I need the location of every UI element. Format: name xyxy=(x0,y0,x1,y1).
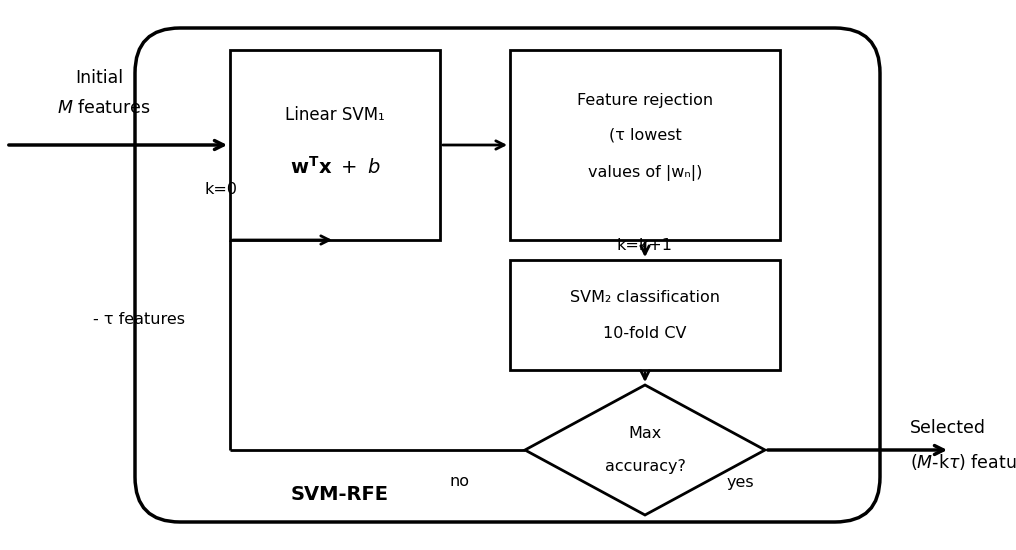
Text: k=k+1: k=k+1 xyxy=(617,238,673,252)
Text: (τ lowest: (τ lowest xyxy=(609,128,682,142)
Text: SVM₂ classification: SVM₂ classification xyxy=(570,289,720,305)
Text: Linear SVM₁: Linear SVM₁ xyxy=(285,106,385,124)
Text: 10-fold CV: 10-fold CV xyxy=(604,326,687,340)
Text: SVM-RFE: SVM-RFE xyxy=(291,486,389,504)
Text: $(M$-k$\tau)$ features: $(M$-k$\tau)$ features xyxy=(910,452,1016,472)
Text: values of |wₙ|): values of |wₙ|) xyxy=(588,165,702,181)
Text: $\mathbf{w}^\mathbf{T}\mathbf{x}\ +\ b$: $\mathbf{w}^\mathbf{T}\mathbf{x}\ +\ b$ xyxy=(290,156,380,178)
Bar xyxy=(510,260,780,370)
Text: k=0: k=0 xyxy=(205,183,238,197)
Polygon shape xyxy=(525,385,765,515)
Text: - τ features: - τ features xyxy=(93,312,185,327)
Text: Feature rejection: Feature rejection xyxy=(577,92,713,107)
Text: Selected: Selected xyxy=(910,419,986,437)
Text: Max: Max xyxy=(628,426,661,442)
Text: no: no xyxy=(450,475,470,490)
FancyBboxPatch shape xyxy=(135,28,880,522)
Bar xyxy=(230,50,440,240)
Text: yes: yes xyxy=(726,475,754,490)
Bar xyxy=(510,50,780,240)
Text: Initial: Initial xyxy=(75,69,123,87)
Text: $M$ features: $M$ features xyxy=(57,99,150,117)
Text: accuracy?: accuracy? xyxy=(605,459,686,474)
